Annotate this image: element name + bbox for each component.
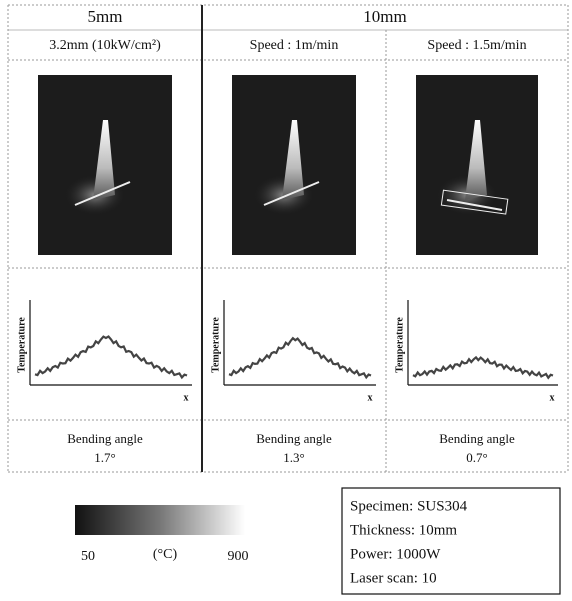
scan-line bbox=[74, 181, 131, 206]
scan-line bbox=[446, 199, 503, 211]
colorbar bbox=[75, 505, 245, 535]
colorbar-max: 900 bbox=[228, 549, 249, 564]
result-value: 0.7° bbox=[466, 450, 487, 465]
subheader: 3.2mm (10kW/cm²) bbox=[49, 38, 161, 53]
x-axis-label: x bbox=[184, 392, 189, 403]
subheader: Speed : 1.5m/min bbox=[427, 38, 526, 53]
x-axis-label: x bbox=[550, 392, 555, 403]
specimen-box bbox=[341, 487, 561, 595]
heat-streak bbox=[465, 120, 487, 200]
heat-streak bbox=[93, 120, 115, 200]
heat-streak bbox=[282, 120, 304, 200]
colorbar-min: 50 bbox=[81, 549, 95, 564]
temperature-curve bbox=[34, 335, 188, 380]
result-label: Bending angle bbox=[256, 431, 332, 446]
header: 5mm bbox=[88, 7, 123, 26]
temperature-curve bbox=[228, 336, 372, 380]
specimen-line: Power: 1000W bbox=[350, 546, 441, 562]
scan-box bbox=[440, 189, 509, 215]
result-label: Bending angle bbox=[439, 431, 515, 446]
x-axis-label: x bbox=[368, 392, 373, 403]
result-label: Bending angle bbox=[67, 431, 143, 446]
header: 10mm bbox=[363, 7, 406, 26]
subheader: Speed : 1m/min bbox=[250, 38, 339, 53]
y-axis-label: Temperature bbox=[394, 317, 405, 373]
specimen-line: Laser scan: 10 bbox=[350, 570, 437, 586]
temperature-curve bbox=[412, 355, 554, 380]
y-axis-label: Temperature bbox=[16, 317, 27, 373]
result-value: 1.7° bbox=[94, 450, 115, 465]
specimen-line: Thickness: 10mm bbox=[350, 522, 457, 538]
scan-line bbox=[263, 181, 320, 206]
result-value: 1.3° bbox=[283, 450, 304, 465]
y-axis-label: Temperature bbox=[210, 317, 221, 373]
specimen-line: Specimen: SUS304 bbox=[350, 498, 468, 514]
colorbar-unit: (°C) bbox=[153, 547, 178, 562]
table-grid bbox=[7, 4, 569, 473]
